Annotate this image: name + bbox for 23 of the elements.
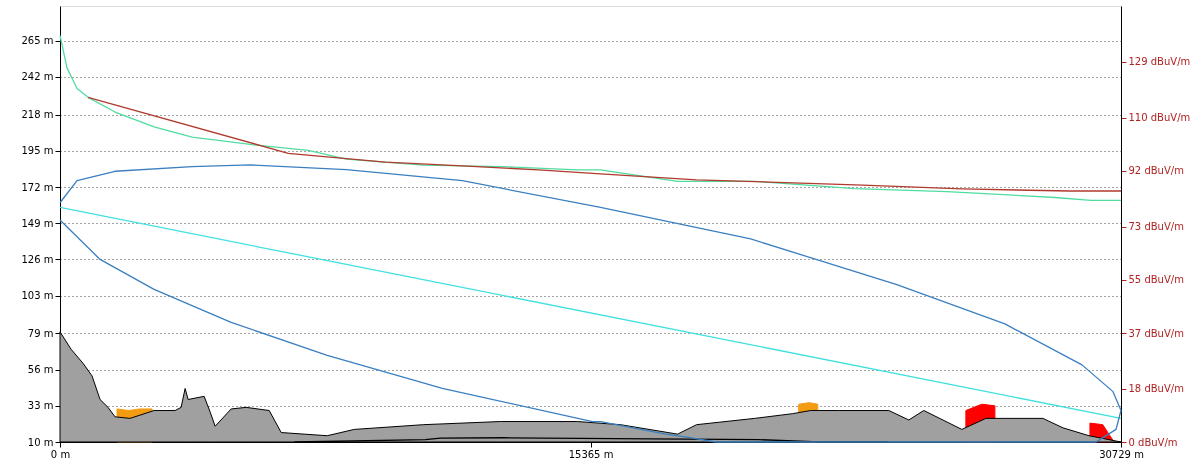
y2-tick-label: 55 dBuV/m	[1128, 274, 1184, 286]
y-tick-label: 195 m	[21, 145, 54, 157]
y-tick-label: 103 m	[21, 290, 54, 302]
y-tick-label: 172 m	[21, 181, 54, 193]
y-tick-label: 218 m	[21, 109, 54, 121]
y-tick-label: 149 m	[21, 217, 54, 229]
y-tick-label: 56 m	[27, 364, 54, 376]
y2-tick-label: 37 dBuV/m	[1128, 327, 1184, 339]
y-tick-label: 242 m	[21, 71, 54, 83]
y2-tick-label: 110 dBuV/m	[1128, 112, 1191, 124]
x-tick-label: 15365 m	[568, 448, 614, 460]
x-tick-label: 30729 m	[1099, 448, 1144, 460]
y-tick-label: 10 m	[27, 436, 54, 448]
y2-tick-label: 0 dBuV/m	[1128, 436, 1178, 448]
y2-tick-label: 18 dBuV/m	[1128, 383, 1184, 395]
y2-tick-label: 73 dBuV/m	[1128, 221, 1184, 233]
y2-tick-label: 129 dBuV/m	[1128, 56, 1191, 68]
x-tick-label: 0 m	[50, 448, 71, 460]
y-tick-label: 126 m	[21, 253, 54, 265]
y-tick-label: 79 m	[27, 327, 54, 339]
y-tick-label: 33 m	[27, 400, 54, 412]
y2-tick-label: 92 dBuV/m	[1128, 165, 1184, 177]
y-tick-label: 265 m	[21, 35, 54, 47]
